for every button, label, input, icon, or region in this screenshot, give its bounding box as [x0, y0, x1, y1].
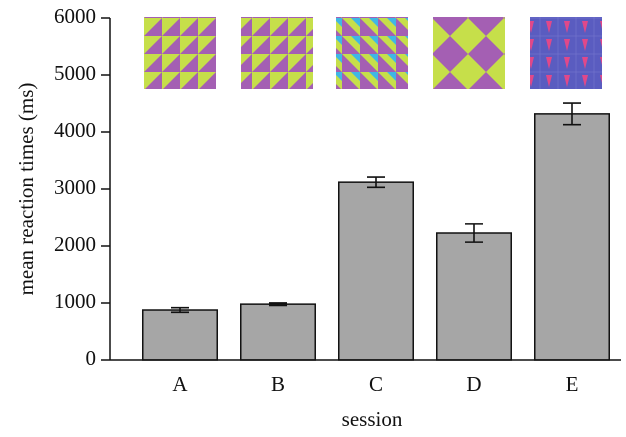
x-tick-label: E	[566, 372, 579, 396]
error-bar	[465, 223, 483, 243]
y-tick-label: 4000	[54, 118, 96, 142]
bar	[436, 232, 512, 361]
y-tick-label: 6000	[54, 4, 96, 28]
x-tick-label: A	[172, 372, 188, 396]
icon-b	[241, 17, 313, 89]
x-tick-label: B	[271, 372, 285, 396]
session-icons	[144, 17, 602, 89]
icon-d	[433, 17, 505, 89]
error-bar	[367, 176, 385, 189]
y-tick-label: 5000	[54, 61, 96, 85]
x-axis-label: session	[342, 407, 403, 431]
icon-c	[336, 17, 408, 89]
error-bar	[563, 102, 581, 126]
bar	[338, 181, 414, 361]
x-tick-label: C	[369, 372, 383, 396]
y-tick-label: 3000	[54, 175, 96, 199]
error-bar	[269, 302, 287, 307]
bar	[240, 303, 316, 361]
x-tick-label: D	[466, 372, 481, 396]
icon-a	[144, 17, 216, 89]
y-tick-label: 0	[86, 346, 97, 370]
y-axis-label: mean reaction times (ms)	[14, 83, 38, 296]
bar	[534, 113, 610, 361]
icon-e	[530, 17, 602, 89]
y-tick-label: 1000	[54, 289, 96, 313]
error-bar	[171, 306, 189, 314]
bar	[142, 309, 218, 361]
y-tick-label: 2000	[54, 232, 96, 256]
